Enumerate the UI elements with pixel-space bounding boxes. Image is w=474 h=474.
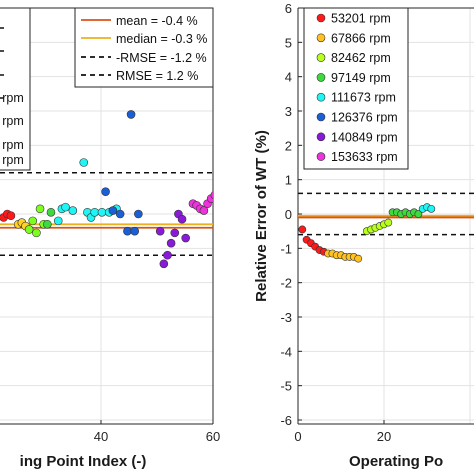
data-point (53, 216, 63, 226)
legend-marker (316, 53, 326, 62)
xtick-label: 60 (206, 429, 220, 444)
data-point (177, 214, 187, 224)
ytick-label: -4 (280, 344, 292, 359)
ytick-label: 3 (285, 104, 292, 119)
legend-stats-label: -RMSE = -1.2 % (116, 51, 207, 65)
data-point (90, 207, 99, 217)
legend-marker (316, 92, 326, 102)
data-point (28, 216, 38, 226)
x-axis-label: Operating Po (349, 453, 443, 470)
ytick-label: 0 (285, 207, 292, 222)
legend-stats-label: median = -0.3 % (116, 32, 207, 46)
data-point (354, 254, 363, 263)
data-point (43, 220, 52, 229)
data-point (24, 225, 34, 234)
data-point (123, 226, 132, 236)
legend-box (0, 7, 31, 171)
legend-rpm-label: rpm (2, 114, 24, 128)
ytick-label: -5 (280, 379, 292, 394)
data-point (210, 191, 213, 200)
legend-rpm-label: rpm (2, 138, 24, 152)
xtick-label: 40 (94, 429, 108, 444)
ytick-label: 6 (285, 1, 292, 16)
ytick-label: -1 (280, 241, 292, 256)
data-point (6, 211, 16, 221)
data-point (97, 207, 107, 217)
ytick-label: 5 (285, 35, 292, 50)
data-point (79, 158, 89, 167)
data-point (384, 218, 393, 227)
data-point (130, 226, 140, 236)
legend-rpm-label: 97149 rpm (331, 71, 391, 85)
ytick-label: 1 (285, 173, 292, 188)
legend-rpm-label: 111673 rpm (331, 91, 396, 105)
legend-rpm-label: rpm (2, 91, 24, 105)
data-point (199, 206, 209, 215)
ytick-label: 2 (285, 138, 292, 153)
ytick-label: -6 (280, 413, 292, 428)
data-point (414, 210, 423, 218)
data-point (170, 228, 180, 238)
legend-rpm-label: 67866 rpm (331, 31, 391, 45)
data-point (126, 110, 136, 119)
legend-stats-label: RMSE = 1.2 % (116, 69, 198, 83)
y-axis-label: Relative Error of WT (%) (253, 130, 270, 302)
legend-marker (316, 132, 326, 142)
plot-area-right (298, 192, 474, 263)
data-point (68, 206, 78, 215)
x-axis-label: ing Point Index (-) (20, 453, 147, 470)
legend-rpm: 53201 rpm 67866 rpm 82462 rpm 97149 rpm 1116… (303, 7, 409, 170)
legend-rpm-label: 153633 rpm (331, 150, 398, 164)
legend-rpm-label: 126376 rpm (331, 111, 398, 125)
data-point (163, 250, 172, 260)
data-point (427, 204, 436, 213)
data-point (155, 226, 165, 236)
legend-rpm-label: 53201 rpm (331, 12, 391, 26)
legend-rpm-label: 82462 rpm (331, 51, 391, 65)
data-point (108, 206, 118, 215)
data-point (35, 204, 45, 214)
data-point (159, 259, 169, 269)
xtick-label: 0 (294, 429, 301, 444)
legend-marker (316, 33, 326, 43)
data-point (61, 202, 70, 212)
ytick-label: 4 (285, 70, 292, 85)
data-point (134, 209, 143, 219)
ytick-label: -3 (280, 310, 292, 325)
plot-area-left (0, 110, 213, 269)
legend-marker (316, 152, 326, 161)
legend-rpm-label: 140849 rpm (331, 130, 398, 144)
ytick-label: -2 (280, 276, 292, 291)
data-point (46, 207, 56, 217)
data-point (181, 233, 190, 243)
xtick-label: 20 (377, 429, 391, 444)
data-point (115, 209, 125, 219)
legend-stats-label: mean = -0.4 % (116, 14, 198, 28)
data-point (166, 238, 176, 248)
legend-stats: mean = -0.4 % median = -0.3 % -RMSE = -1.2… (74, 7, 214, 88)
legend-marker (316, 112, 326, 122)
data-point (101, 187, 110, 196)
legend-marker (316, 13, 326, 23)
legend-marker (316, 73, 326, 82)
data-point (298, 225, 307, 234)
legend-stats-box (74, 7, 214, 88)
data-point (32, 228, 41, 238)
legend-rpm-label: rpm (2, 153, 24, 167)
